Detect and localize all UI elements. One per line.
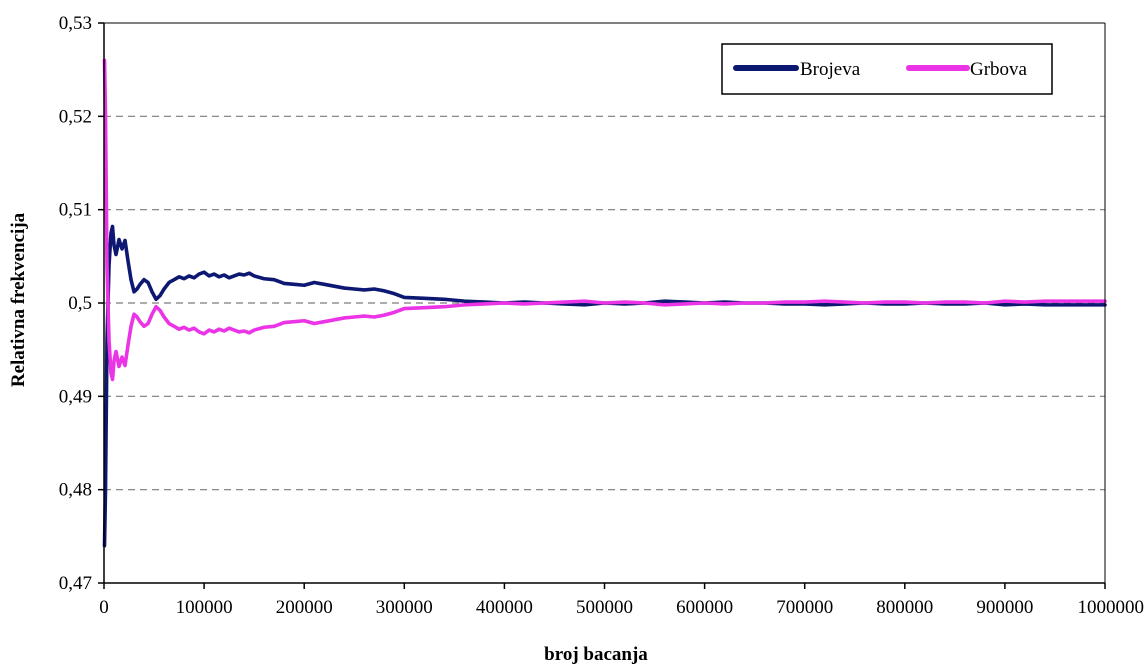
x-tick-label: 700000: [776, 597, 833, 618]
series-line-grbova: [102, 58, 1107, 382]
y-tick-label: 0,48: [59, 480, 92, 501]
y-tick-label: 0,52: [59, 106, 92, 127]
x-axis-title: broj bacanja: [544, 644, 648, 665]
x-tick-label: 0: [99, 597, 109, 618]
x-tick-label: 300000: [376, 597, 433, 618]
y-tick-label: 0,53: [59, 13, 92, 34]
y-axis-title: Relativna frekvencija: [8, 212, 29, 387]
x-tick-label: 900000: [976, 597, 1033, 618]
x-tick-label: 1000000: [1078, 597, 1145, 618]
series-line-brojeva: [102, 224, 1107, 548]
x-tick-label: 800000: [876, 597, 933, 618]
series-lines: [102, 58, 1107, 548]
x-tick-label: 200000: [276, 597, 333, 618]
legend-label-brojeva: Brojeva: [800, 59, 861, 80]
x-axis-ticks: 0 100000 200000 300000 400000 500000 600000 700…: [99, 583, 1144, 618]
x-tick-label: 400000: [476, 597, 533, 618]
legend-label-grbova: Grbova: [970, 59, 1028, 80]
y-tick-label: 0,49: [59, 386, 92, 407]
y-tick-label: 0,5: [68, 293, 92, 314]
y-tick-label: 0,51: [59, 200, 92, 221]
x-tick-label: 500000: [576, 597, 633, 618]
x-tick-label: 100000: [176, 597, 233, 618]
y-tick-label: 0,47: [59, 573, 92, 594]
legend: Brojeva Grbova: [721, 43, 1053, 95]
y-axis-ticks: 0,47 0,48 0,49 0,5 0,51 0,52 0,53: [59, 13, 104, 594]
x-tick-label: 600000: [676, 597, 733, 618]
